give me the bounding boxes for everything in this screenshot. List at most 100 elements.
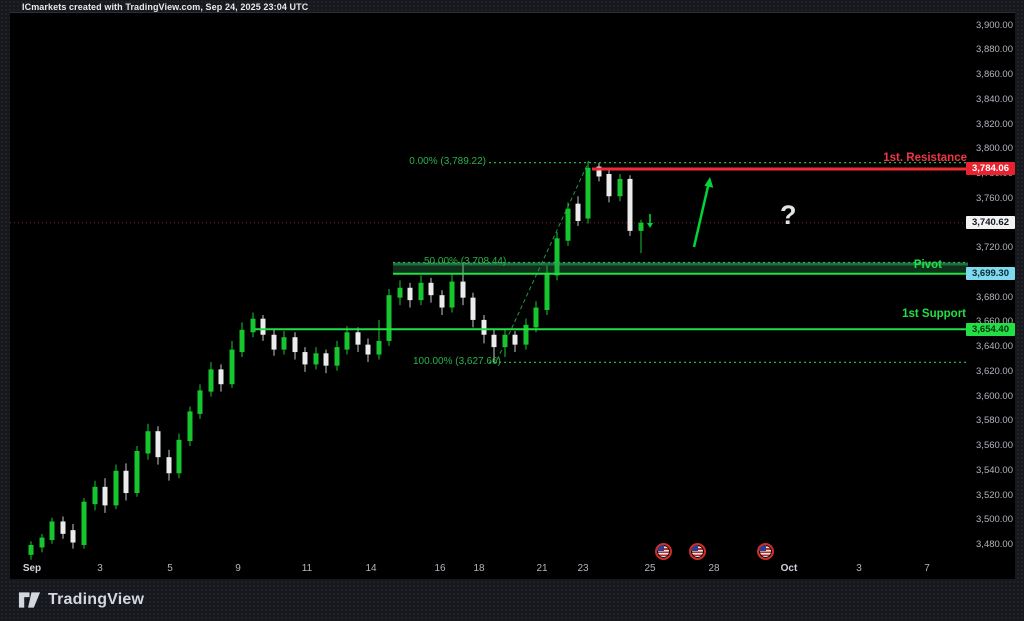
candle-body (617, 178, 623, 197)
us-flag-economic-event-icon[interactable] (757, 543, 774, 560)
time-axis-tick: 11 (301, 563, 313, 574)
up-arrow-shaft (692, 181, 711, 248)
flag-canton (657, 545, 665, 551)
candle-body (523, 324, 529, 345)
support-label: 1st Support (902, 308, 966, 321)
candle-body (229, 349, 235, 385)
candle-body (271, 334, 277, 350)
time-axis-tick: 14 (365, 563, 377, 574)
flag-canton (759, 545, 767, 551)
price-axis-tick: 3,620.00 (976, 365, 1013, 377)
price-axis-tick: 3,880.00 (976, 44, 1013, 56)
candle-body (49, 521, 55, 541)
pivot-zone-band (393, 262, 968, 274)
price-axis-tick: 3,760.00 (976, 192, 1013, 204)
time-axis-tick: 3 (856, 563, 862, 574)
candle-body (418, 282, 424, 301)
price-badge-last: 3,740.62 (966, 216, 1015, 230)
price-axis-tick: 3,540.00 (976, 464, 1013, 476)
us-flag-economic-event-icon[interactable] (689, 543, 706, 560)
tradingview-logo[interactable]: TradingView (18, 590, 144, 610)
price-axis-tick: 3,600.00 (976, 390, 1013, 402)
price-axis-tick: 3,800.00 (976, 143, 1013, 155)
candle-body (176, 439, 182, 474)
candle-body (313, 353, 319, 365)
candle-body (365, 344, 371, 355)
candle-body (281, 337, 287, 350)
candle-body (60, 521, 66, 534)
candle-body (481, 319, 487, 335)
candle-body (512, 334, 518, 345)
chart-panel[interactable] (10, 12, 1015, 579)
candle-body (544, 272, 550, 311)
candle-body (585, 167, 591, 219)
candle-body (606, 173, 612, 197)
candle-body (28, 544, 34, 555)
candle-body (449, 281, 455, 308)
candle-body (428, 282, 434, 296)
price-axis-tick: 3,900.00 (976, 19, 1013, 31)
price-axis-tick: 3,660.00 (976, 316, 1013, 328)
candle-body (502, 334, 508, 348)
bottom-bar: TradingView (0, 582, 1024, 621)
fib-trendline-dashed (496, 160, 590, 361)
price-axis-tick: 3,560.00 (976, 440, 1013, 452)
price-axis-tick: 3,500.00 (976, 514, 1013, 526)
fib-50-label: 50.00% (3,708.44) (424, 256, 507, 268)
time-axis-tick: 7 (924, 563, 930, 574)
time-axis-tick: 9 (235, 563, 241, 574)
candle-body (113, 470, 119, 506)
candle-body (155, 431, 161, 458)
attribution-text: ICmarkets created with TradingView.com, … (22, 2, 309, 12)
time-axis-tick: Sep (22, 563, 42, 574)
candle-body (638, 222, 644, 231)
price-axis-tick: 3,820.00 (976, 118, 1013, 130)
time-axis-tick: 25 (644, 563, 656, 574)
candle-body (439, 295, 445, 308)
tradingview-icon (18, 592, 41, 608)
fib-0-label: 0.00% (3,789.22) (409, 155, 486, 167)
price-axis-tick: 3,720.00 (976, 242, 1013, 254)
candle-body (386, 295, 392, 341)
candle-body (302, 352, 308, 365)
tradingview-logo-text: TradingView (48, 591, 145, 608)
candle-body (239, 329, 245, 353)
candle-body (218, 369, 224, 385)
price-axis-tick: 3,840.00 (976, 93, 1013, 105)
candle-body (250, 318, 256, 333)
candle-body (596, 166, 602, 177)
time-axis-tick: 5 (167, 563, 173, 574)
question-mark-annotation: ? (780, 200, 797, 230)
time-axis-tick: 28 (708, 563, 720, 574)
candle-body (145, 431, 151, 454)
fib-100-label: 100.00% (3,627.66) (413, 356, 501, 368)
candle-body (355, 332, 361, 345)
time-axis-tick: 18 (473, 563, 485, 574)
price-axis-tick: 3,680.00 (976, 291, 1013, 303)
candle-body (334, 347, 340, 366)
candle-body (376, 340, 382, 355)
candle-body (166, 457, 172, 474)
candle-body (533, 307, 539, 328)
price-badge-pivot: 3,699.30 (966, 267, 1015, 281)
time-axis-tick: Oct (780, 563, 798, 574)
candle-body (397, 287, 403, 298)
candle-body (260, 318, 266, 335)
pivot-label: Pivot (913, 259, 942, 272)
us-flag-economic-event-icon[interactable] (655, 543, 672, 560)
price-axis-tick: 3,580.00 (976, 415, 1013, 427)
candle-body (554, 238, 560, 276)
candle-body (470, 297, 476, 320)
candle-body (70, 530, 76, 543)
time-axis-tick: 16 (434, 563, 446, 574)
price-badge-resistance: 3,784.06 (966, 162, 1015, 176)
time-axis-tick: 23 (577, 563, 589, 574)
up-arrow-head (704, 177, 714, 188)
time-axis-tick: 3 (97, 563, 103, 574)
candle-body (102, 486, 108, 506)
candle-body (123, 470, 129, 494)
price-axis-tick: 3,480.00 (976, 538, 1013, 550)
candle-body (197, 390, 203, 414)
candle-body (575, 203, 581, 221)
